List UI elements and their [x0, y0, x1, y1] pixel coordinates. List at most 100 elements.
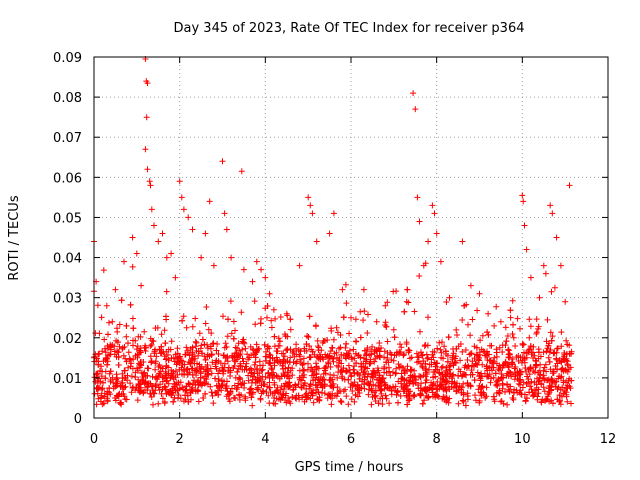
data-point [134, 397, 141, 404]
data-point [334, 390, 341, 396]
data-point [310, 399, 317, 406]
data-point [401, 376, 408, 383]
data-point [403, 377, 410, 384]
data-point [109, 342, 116, 348]
data-point [315, 343, 321, 350]
data-point [312, 382, 319, 389]
data-point [203, 304, 210, 310]
data-point [106, 370, 113, 377]
data-point [220, 313, 226, 320]
data-point [161, 400, 168, 407]
data-point [299, 361, 306, 368]
data-point [232, 395, 239, 402]
data-point [199, 336, 206, 343]
data-point [367, 360, 374, 367]
data-point [479, 332, 486, 339]
data-point [129, 315, 136, 322]
data-point [417, 373, 424, 380]
data-point [558, 343, 565, 350]
data-point [379, 401, 386, 408]
data-point [418, 349, 424, 356]
data-point [403, 339, 410, 346]
data-point [103, 302, 110, 309]
data-point [352, 316, 359, 323]
data-point [248, 394, 255, 401]
data-point [535, 325, 542, 332]
data-point [106, 385, 113, 392]
data-point [224, 333, 231, 340]
data-point [180, 313, 187, 320]
data-point [428, 356, 435, 363]
data-point [325, 360, 332, 367]
data-point [197, 370, 204, 377]
data-point [191, 377, 197, 384]
data-point [159, 395, 166, 402]
data-point [276, 358, 283, 365]
data-point [381, 379, 388, 386]
data-point [442, 386, 449, 393]
data-point [168, 338, 175, 345]
data-point [292, 382, 299, 389]
data-point [240, 266, 247, 273]
data-point [505, 354, 512, 361]
data-point [502, 342, 509, 349]
data-point [319, 389, 325, 396]
data-point [428, 379, 435, 386]
data-point [100, 379, 106, 386]
data-point [135, 333, 142, 340]
data-point [404, 286, 411, 293]
data-point [338, 351, 345, 358]
data-point [343, 340, 350, 347]
data-point [443, 348, 449, 355]
data-point [152, 382, 159, 389]
data-point [125, 340, 131, 347]
data-point [158, 343, 165, 350]
data-point [310, 377, 317, 384]
data-point [523, 380, 530, 387]
data-point [104, 395, 111, 402]
data-point [208, 330, 215, 337]
data-point [266, 351, 273, 358]
data-point [234, 345, 241, 352]
data-point [274, 373, 281, 380]
data-point [414, 354, 421, 361]
data-point [301, 345, 308, 352]
data-point [544, 316, 551, 323]
data-point [122, 396, 129, 403]
data-point [144, 80, 151, 87]
data-point [195, 348, 202, 355]
data-point [437, 375, 444, 382]
data-point [491, 322, 498, 329]
data-point [112, 286, 119, 293]
data-point [138, 369, 145, 376]
data-point [550, 400, 556, 407]
data-point [238, 392, 245, 398]
data-point [544, 391, 551, 398]
data-point [369, 394, 376, 400]
data-point [519, 192, 526, 199]
data-point [563, 393, 570, 400]
data-point [318, 347, 325, 354]
data-point [417, 391, 424, 398]
data-point [527, 364, 534, 371]
data-point [556, 398, 563, 405]
data-point [364, 330, 371, 336]
data-point [425, 238, 432, 245]
data-point [187, 359, 194, 366]
data-point [132, 352, 139, 359]
data-point [386, 368, 393, 375]
data-point [390, 326, 397, 333]
data-point [535, 390, 542, 397]
data-point [192, 315, 199, 322]
data-point [313, 360, 319, 367]
data-point [464, 357, 471, 363]
data-point [137, 361, 143, 368]
data-point [353, 360, 360, 367]
data-point [407, 374, 414, 381]
data-point [254, 384, 261, 391]
data-point [521, 391, 528, 398]
data-point [246, 354, 253, 361]
data-point [561, 356, 568, 363]
data-point [337, 332, 344, 338]
data-point [149, 383, 156, 390]
